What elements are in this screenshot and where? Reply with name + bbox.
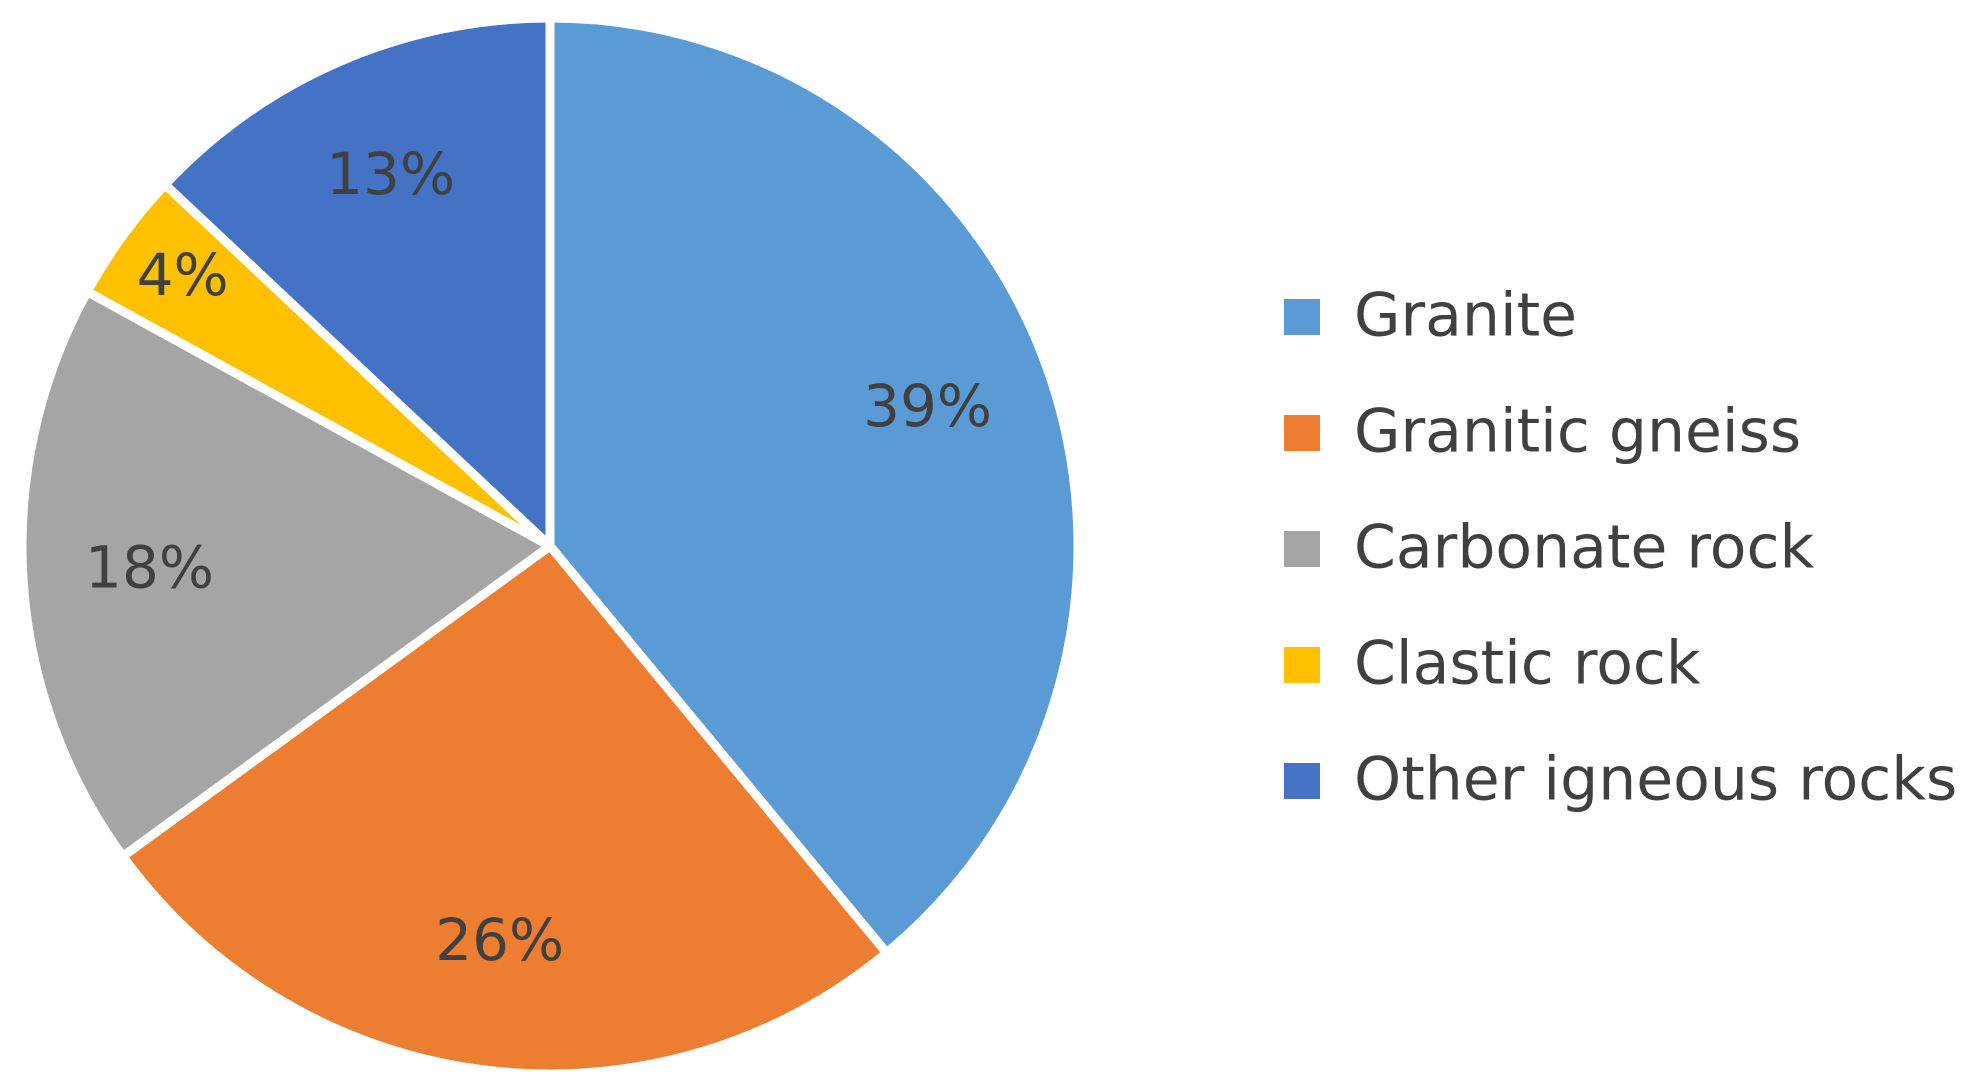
pie-slice bbox=[118, 541, 892, 1079]
data-label: 39% bbox=[863, 372, 992, 440]
legend-swatch bbox=[1284, 299, 1320, 335]
legend-swatch bbox=[1284, 647, 1320, 683]
pie-slice bbox=[160, 13, 555, 551]
pie-slice bbox=[17, 287, 555, 861]
data-label: 4% bbox=[137, 241, 229, 309]
legend-swatch bbox=[1284, 763, 1320, 799]
legend-label: Other igneous rocks bbox=[1354, 745, 1957, 815]
legend-label: Granitic gneiss bbox=[1354, 397, 1801, 467]
legend-swatch bbox=[1284, 415, 1320, 451]
legend-label: Clastic rock bbox=[1354, 629, 1701, 699]
data-label: 18% bbox=[85, 533, 214, 601]
data-label: 13% bbox=[326, 140, 455, 208]
data-label: 26% bbox=[435, 906, 564, 974]
pie-slice bbox=[545, 13, 1083, 958]
legend-swatch bbox=[1284, 531, 1320, 567]
legend-label: Granite bbox=[1354, 281, 1577, 351]
legend-label: Carbonate rock bbox=[1354, 513, 1814, 583]
